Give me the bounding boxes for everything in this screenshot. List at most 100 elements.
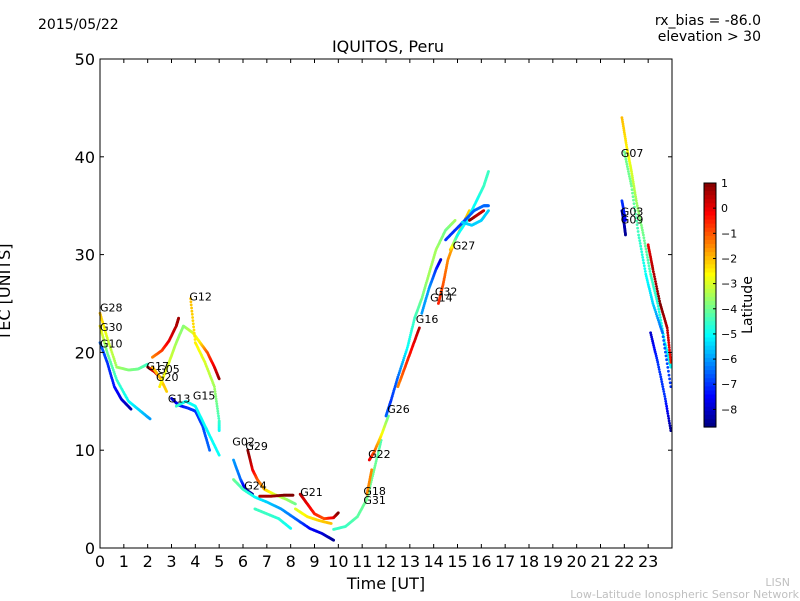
data-point (653, 348, 656, 351)
data-point (411, 325, 414, 328)
data-point (412, 318, 416, 322)
satellite-label: G03 (621, 206, 644, 219)
colorbar-segment (704, 183, 716, 188)
data-point (657, 321, 661, 324)
data-point (634, 216, 638, 220)
data-point (624, 141, 628, 145)
data-point (640, 226, 644, 230)
data-point (666, 409, 669, 413)
data-point (629, 182, 633, 186)
colorbar-segment (704, 366, 716, 371)
data-point (375, 455, 379, 459)
colorbar-segment (704, 357, 716, 363)
data-point (651, 283, 655, 286)
x-tick-label: 13 (400, 552, 420, 571)
data-point (217, 429, 221, 432)
data-point (650, 279, 654, 282)
colorbar-segment (704, 187, 716, 192)
data-point (624, 139, 628, 143)
data-point (637, 214, 641, 217)
data-point (651, 300, 654, 303)
satellite-label: G29 (245, 440, 268, 453)
colorbar-segment (704, 272, 716, 278)
data-point (631, 176, 634, 180)
data-point (667, 369, 670, 373)
x-tick-label: 18 (519, 552, 539, 571)
data-point (650, 335, 653, 339)
data-point (406, 344, 410, 347)
colorbar-tick-label: 0 (721, 202, 728, 215)
data-point (376, 453, 380, 457)
colorbar-segment (704, 378, 716, 383)
chart-title: IQUITOS, Peru (331, 37, 445, 56)
x-tick-label: 12 (376, 552, 396, 571)
data-point (190, 306, 194, 310)
data-point (669, 360, 673, 364)
data-point (655, 297, 659, 301)
data-point (372, 470, 375, 474)
data-point (623, 153, 627, 156)
data-point (646, 256, 649, 259)
data-point (107, 342, 111, 346)
data-point (191, 322, 195, 326)
x-tick-label: 20 (566, 552, 586, 571)
data-point (214, 395, 218, 398)
data-point (396, 375, 400, 379)
data-point (294, 502, 297, 506)
data-point (366, 495, 369, 499)
colorbar-segment (704, 418, 716, 424)
data-point (633, 188, 636, 192)
series-g21 (298, 492, 340, 521)
data-point (657, 368, 661, 371)
data-point (624, 233, 627, 237)
colorbar-segment (704, 288, 716, 294)
data-point (669, 429, 673, 432)
series-g13b (170, 397, 212, 452)
data-point (667, 346, 671, 349)
data-point (109, 348, 113, 352)
data-point (661, 331, 664, 335)
data-point (653, 291, 657, 295)
data-point (110, 351, 114, 354)
colorbar-segment (704, 390, 716, 396)
colorbar-segment (704, 341, 716, 347)
data-point (193, 338, 197, 341)
data-point (105, 336, 109, 340)
data-point (655, 287, 659, 291)
data-point (656, 363, 660, 366)
data-point (642, 264, 646, 268)
colorbar-segment (704, 223, 716, 229)
data-point (662, 339, 666, 342)
data-point (631, 180, 635, 184)
data-point (289, 527, 293, 530)
data-point (630, 170, 633, 173)
colorbar-frame (703, 182, 717, 428)
data-point (215, 402, 219, 406)
colorbar: 1 0 −1 −2 −3 −4 −5 −6 −7 −8 (703, 177, 737, 428)
x-tick-label: 11 (352, 552, 372, 571)
data-point (622, 126, 626, 130)
data-point (628, 175, 631, 178)
series-g30 (98, 324, 152, 421)
data-point (655, 314, 659, 318)
data-point (652, 285, 655, 289)
data-point (656, 302, 660, 305)
data-point (623, 135, 627, 138)
data-point (639, 221, 643, 225)
x-tick-label: 14 (423, 552, 443, 571)
data-point (633, 205, 636, 209)
data-point (655, 285, 658, 288)
data-point (621, 124, 625, 128)
data-point (656, 304, 660, 308)
data-point (668, 377, 671, 381)
data-point (659, 377, 663, 381)
data-point (644, 272, 648, 276)
org-short-label: LISN (765, 576, 790, 589)
data-point (659, 375, 663, 379)
colorbar-segment (704, 256, 716, 261)
data-point (646, 281, 650, 284)
data-point (439, 258, 443, 261)
data-point (408, 335, 412, 339)
data-point (409, 333, 412, 337)
colorbar-tick-label: −8 (721, 403, 737, 416)
